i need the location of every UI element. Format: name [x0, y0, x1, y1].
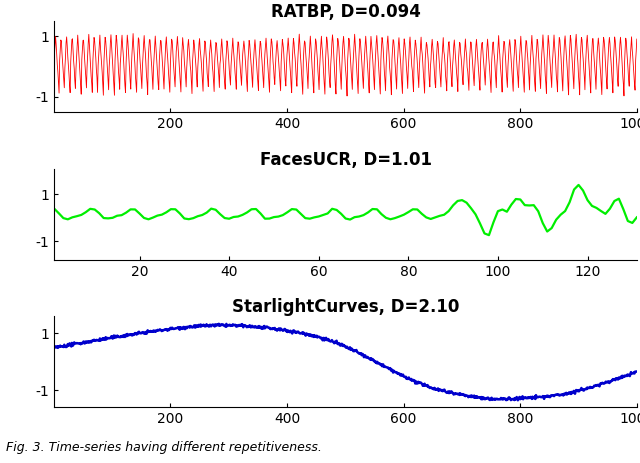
Title: FacesUCR, D=1.01: FacesUCR, D=1.01 [260, 150, 431, 169]
Text: Fig. 3. Time-series having different repetitiveness.: Fig. 3. Time-series having different rep… [6, 441, 323, 454]
Title: RATBP, D=0.094: RATBP, D=0.094 [271, 3, 420, 21]
Title: StarlightCurves, D=2.10: StarlightCurves, D=2.10 [232, 298, 460, 316]
